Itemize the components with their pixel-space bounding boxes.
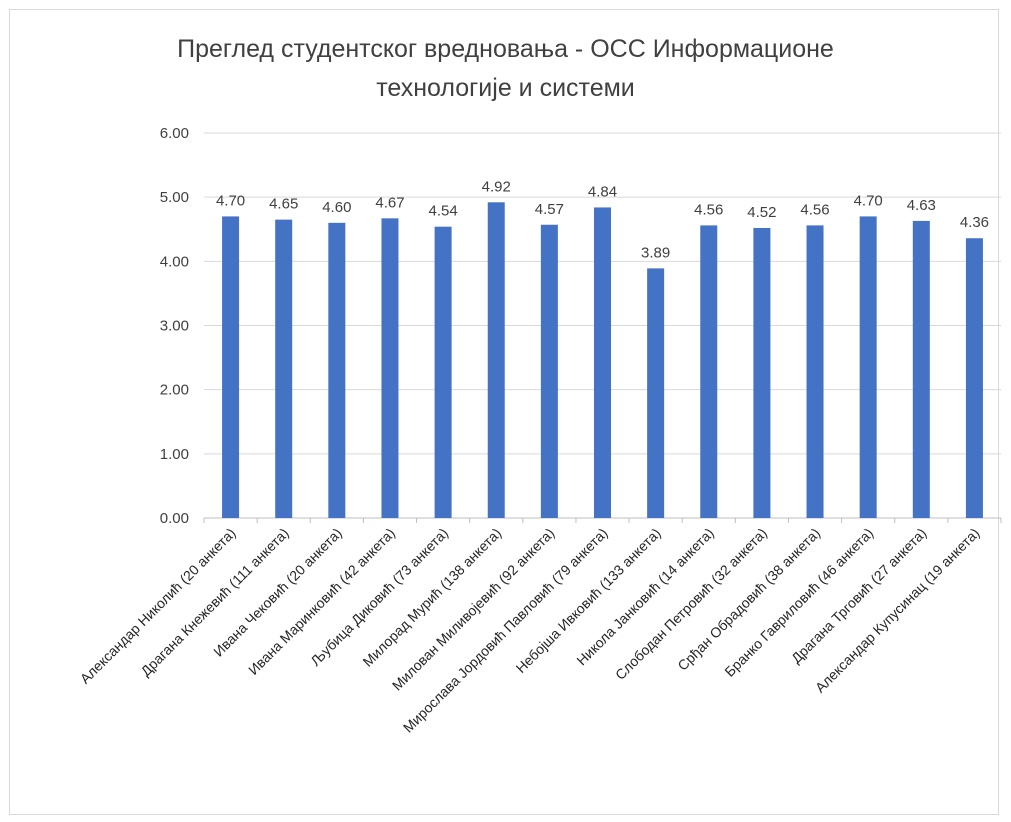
y-axis-ticks: 0.00 1.00 2.00 3.00 4.00 5.00 6.00 xyxy=(160,125,189,527)
data-label: 4.67 xyxy=(375,194,404,211)
data-label: 4.92 xyxy=(482,178,511,195)
data-label: 4.54 xyxy=(428,203,457,220)
data-labels: 4.70 4.65 4.60 4.67 4.54 4.92 4.57 4.84 3.89 4.56… xyxy=(216,178,989,261)
chart-title: Преглед студентског вредновања - ОСС Инф… xyxy=(0,30,1011,108)
y-tick-label: 4.00 xyxy=(160,253,189,270)
bar xyxy=(487,202,505,519)
bar xyxy=(965,238,983,518)
bar xyxy=(859,216,877,518)
data-label: 4.84 xyxy=(588,183,617,200)
data-label: 4.70 xyxy=(216,192,245,209)
data-label: 4.57 xyxy=(535,201,564,218)
y-tick-label: 1.00 xyxy=(160,446,189,463)
category-label: Мирослава Јордовић Павловић (79 анкета) xyxy=(400,525,611,736)
bar xyxy=(806,225,824,518)
data-label: 4.36 xyxy=(960,214,989,231)
y-tick-label: 0.00 xyxy=(160,510,189,527)
chart-title-line-1: Преглед студентског вредновања - ОСС Инф… xyxy=(177,35,834,63)
y-tick-label: 3.00 xyxy=(160,318,189,335)
data-label: 4.63 xyxy=(907,197,936,214)
data-label: 4.52 xyxy=(747,204,776,221)
data-label: 3.89 xyxy=(641,244,670,261)
data-label: 4.56 xyxy=(800,201,829,218)
bar xyxy=(540,224,558,518)
bar xyxy=(700,225,718,518)
data-label: 4.65 xyxy=(269,196,298,213)
data-label: 4.60 xyxy=(322,199,351,216)
bar xyxy=(434,226,452,518)
bar xyxy=(594,207,611,518)
y-tick-label: 6.00 xyxy=(160,125,189,142)
y-tick-label: 5.00 xyxy=(160,189,189,206)
y-tick-label: 2.00 xyxy=(160,382,189,399)
bar xyxy=(647,268,665,518)
data-label: 4.70 xyxy=(854,192,883,209)
chart-title-line-2: технологије и системи xyxy=(376,74,635,102)
bar xyxy=(753,227,771,518)
bar xyxy=(222,216,240,518)
data-label: 4.56 xyxy=(694,201,723,218)
bar xyxy=(381,218,399,518)
bar xyxy=(328,222,346,519)
bar xyxy=(912,220,930,519)
bars xyxy=(222,202,983,519)
x-axis-categories: Александар Николић (20 анкета)Драгана Кн… xyxy=(77,525,983,736)
bar xyxy=(275,219,293,518)
